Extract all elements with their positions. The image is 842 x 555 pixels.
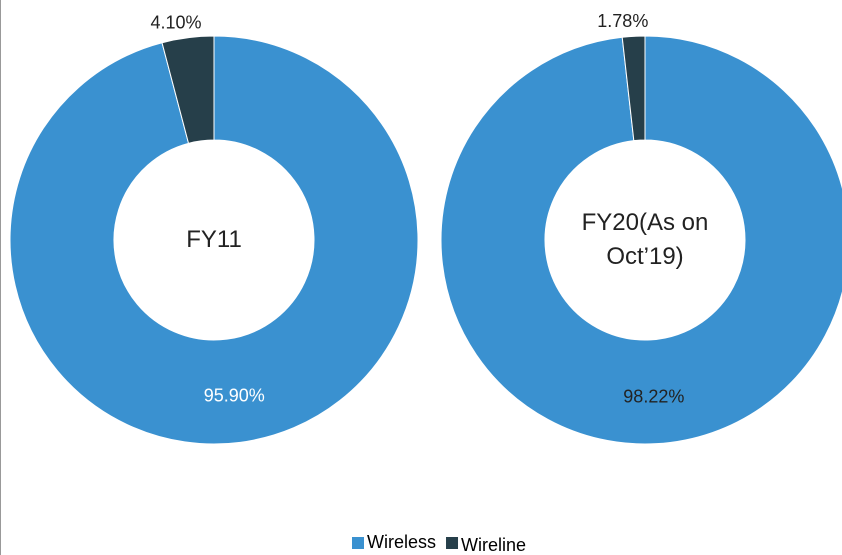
data-label: 4.10% bbox=[150, 13, 201, 33]
legend-swatch bbox=[352, 537, 364, 549]
center-label: FY20(As on Oct’19) bbox=[581, 209, 709, 270]
data-label: 98.22% bbox=[623, 387, 684, 407]
center-label: FY11 bbox=[186, 226, 242, 253]
donut-slice bbox=[161, 35, 215, 144]
data-label: 1.78% bbox=[597, 11, 648, 31]
legend-label: Wireless bbox=[367, 532, 436, 552]
legend-swatch bbox=[446, 537, 459, 549]
donut-slice bbox=[440, 35, 842, 445]
donut-slice bbox=[9, 35, 419, 445]
data-label: 95.90% bbox=[204, 385, 265, 405]
legend-label: Wireline bbox=[461, 535, 526, 555]
donut-slice bbox=[621, 35, 646, 142]
